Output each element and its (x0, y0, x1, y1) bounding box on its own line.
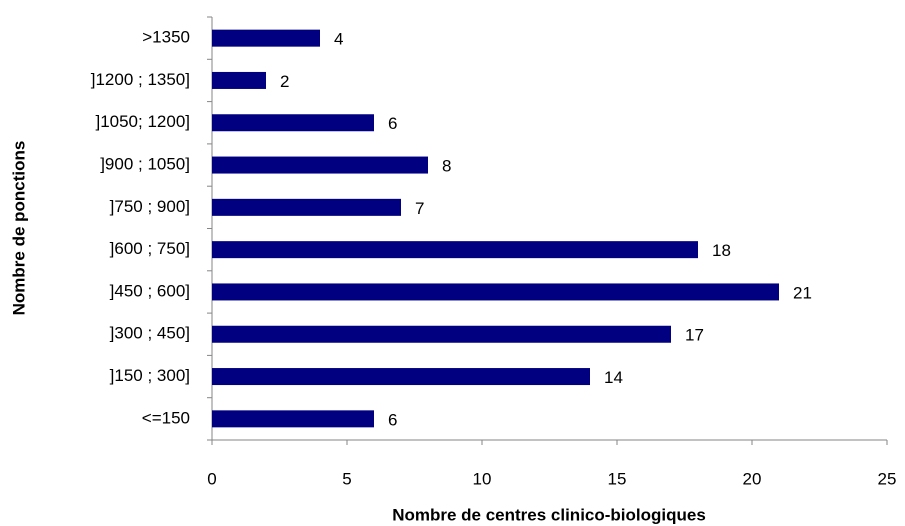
y-tick-label: <=150 (142, 408, 190, 427)
y-tick-label: >1350 (142, 28, 190, 47)
y-axis-title: Nombre de ponctions (9, 141, 28, 316)
data-label: 21 (793, 283, 812, 302)
y-tick-label: ]300 ; 450] (110, 324, 190, 343)
bar (212, 71, 266, 89)
data-label: 2 (280, 72, 289, 91)
y-tick-label: ]1200 ; 1350] (91, 70, 190, 89)
data-label: 8 (442, 157, 451, 176)
y-tick-label: ]900 ; 1050] (100, 155, 190, 174)
x-tick-label: 5 (342, 469, 351, 488)
y-tick-label: ]150 ; 300] (110, 366, 190, 385)
bar (212, 241, 698, 259)
bar (212, 283, 779, 301)
x-tick-label: 20 (743, 469, 762, 488)
x-axis-title: Nombre de centres clinico-biologiques (392, 505, 706, 524)
data-label: 4 (334, 30, 343, 49)
data-label: 17 (685, 326, 704, 345)
data-label: 7 (415, 199, 424, 218)
y-tick-label: ]1050; 1200] (95, 112, 190, 131)
data-label: 18 (712, 241, 731, 260)
x-tick-label: 15 (608, 469, 627, 488)
bar (212, 114, 374, 132)
bar (212, 368, 590, 386)
data-label: 6 (388, 114, 397, 133)
x-tick-label: 10 (473, 469, 492, 488)
y-tick-label: ]600 ; 750] (110, 239, 190, 258)
bar (212, 198, 401, 216)
x-tick-label: 25 (878, 469, 897, 488)
y-tick-label: ]750 ; 900] (110, 197, 190, 216)
y-tick-label: ]450 ; 600] (110, 281, 190, 300)
x-tick-label: 0 (207, 469, 216, 488)
bar (212, 410, 374, 428)
bar (212, 156, 428, 174)
bar (212, 29, 320, 47)
data-label: 14 (604, 368, 623, 387)
data-label: 6 (388, 410, 397, 429)
bar (212, 325, 671, 343)
